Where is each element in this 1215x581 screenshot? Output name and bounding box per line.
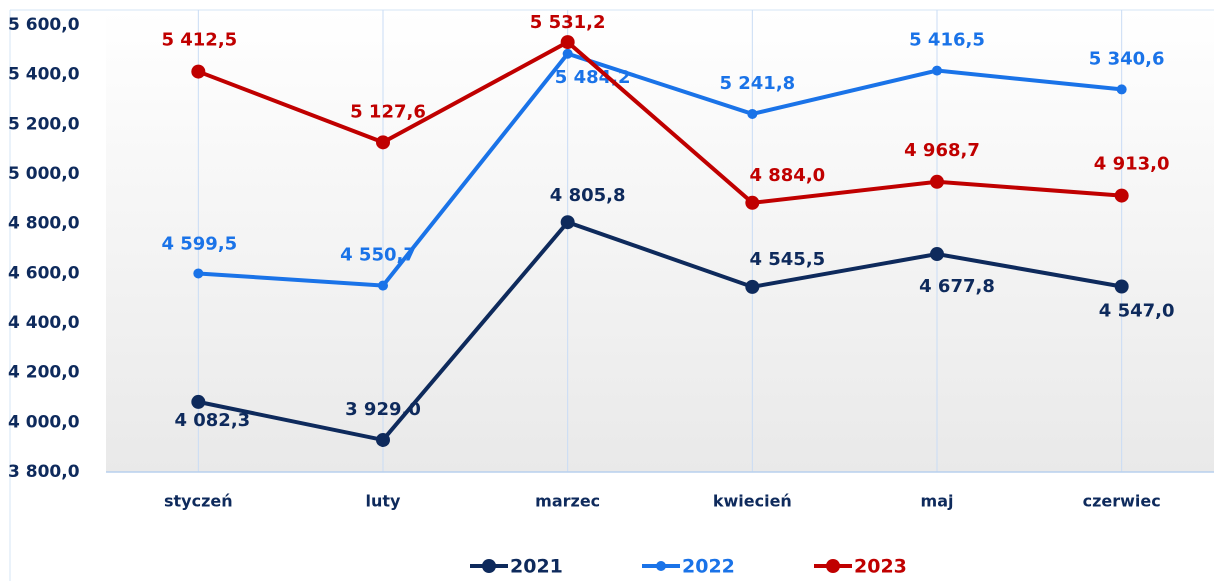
marker [1116, 84, 1127, 95]
marker [562, 48, 573, 59]
data-label: 4 677,8 [919, 276, 995, 297]
data-label: 3 929,0 [345, 399, 421, 420]
legend-label: 2022 [682, 556, 735, 578]
marker [930, 247, 944, 262]
marker [932, 65, 942, 76]
marker [191, 394, 206, 409]
marker [930, 174, 944, 189]
marker [560, 215, 575, 230]
y-tick-label: 4 200,0 [8, 363, 80, 383]
plot-background [106, 10, 1214, 472]
marker [378, 280, 388, 291]
data-label: 5 531,2 [530, 12, 606, 33]
x-tick-label: luty [366, 492, 402, 511]
legend-label: 2021 [510, 556, 563, 578]
marker [745, 279, 760, 294]
legend-label: 2023 [854, 556, 907, 578]
marker [560, 35, 575, 50]
y-tick-label: 5 000,0 [8, 164, 80, 184]
data-label: 4 545,5 [749, 249, 825, 270]
y-tick-label: 4 800,0 [8, 214, 80, 234]
data-label: 4 599,5 [161, 233, 237, 254]
y-tick-label: 3 800,0 [8, 462, 80, 482]
y-tick-label: 4 600,0 [8, 263, 80, 283]
line [197, 39, 1122, 205]
marker [376, 135, 390, 150]
data-label: 5 416,5 [909, 30, 985, 51]
data-label: 4 082,3 [174, 410, 250, 431]
data-label: 4 805,8 [550, 185, 626, 206]
legend-marker [656, 561, 666, 571]
data-label: 4 913,0 [1094, 154, 1170, 175]
y-tick-label: 4 400,0 [8, 313, 80, 333]
legend-marker [482, 559, 496, 573]
line [197, 219, 1123, 443]
data-label: 5 412,5 [161, 30, 237, 51]
x-tick-label: czerwiec [1083, 492, 1161, 511]
data-label: 5 241,8 [719, 73, 795, 94]
line [198, 51, 1122, 288]
marker [193, 268, 204, 279]
data-label: 4 547,0 [1099, 300, 1175, 321]
marker [191, 64, 206, 79]
legend-marker [826, 559, 840, 573]
x-tick-label: marzec [535, 492, 600, 511]
data-label: 4 968,7 [904, 140, 980, 161]
marker [747, 108, 758, 119]
data-label: 4 884,0 [749, 165, 825, 186]
y-tick-label: 5 200,0 [8, 114, 80, 134]
y-tick-label: 5 400,0 [8, 65, 80, 85]
marker [376, 432, 390, 447]
marker [745, 195, 760, 210]
x-tick-label: styczeń [164, 492, 233, 511]
data-label: 5 340,6 [1089, 48, 1165, 69]
data-label: 5 127,6 [350, 101, 426, 122]
marker [1114, 279, 1129, 294]
y-tick-label: 4 000,0 [8, 412, 80, 432]
marker [1114, 188, 1129, 203]
data-label: 4 550,7 [340, 245, 416, 266]
x-tick-label: kwiecień [713, 492, 792, 511]
x-tick-label: maj [921, 492, 954, 511]
y-tick-label: 5 600,0 [8, 15, 80, 35]
